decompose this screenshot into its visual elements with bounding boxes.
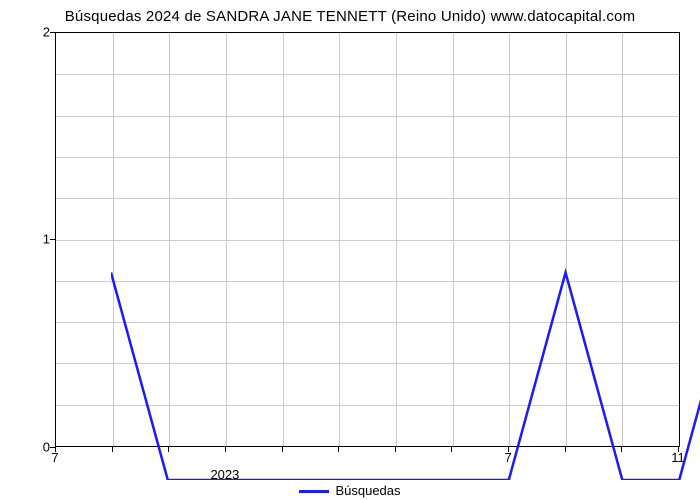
ytick	[50, 239, 55, 240]
legend-swatch	[299, 490, 329, 493]
grid-v	[283, 33, 284, 446]
xtick-sublabel: 2023	[210, 467, 239, 482]
ytick-label-2: 2	[10, 25, 50, 40]
xtick-label: 7	[504, 450, 511, 465]
grid-v	[339, 33, 340, 446]
xtick	[621, 447, 622, 452]
chart-container: Búsquedas 2024 de SANDRA JANE TENNETT (R…	[0, 0, 700, 500]
grid-h	[56, 363, 679, 364]
chart-title: Búsquedas 2024 de SANDRA JANE TENNETT (R…	[0, 8, 700, 25]
xtick	[112, 447, 113, 452]
grid-v	[453, 33, 454, 446]
grid-v	[169, 33, 170, 446]
grid-h	[56, 116, 679, 117]
xtick-label: 11	[671, 450, 685, 465]
grid-h	[56, 198, 679, 199]
xtick	[168, 447, 169, 452]
legend: Búsquedas	[0, 483, 700, 498]
grid-v	[509, 33, 510, 446]
grid-v	[622, 33, 623, 446]
line-series	[111, 65, 700, 480]
xtick	[225, 447, 226, 452]
grid-v	[396, 33, 397, 446]
ytick-label-0: 0	[10, 440, 50, 455]
grid-h	[56, 74, 679, 75]
xtick	[338, 447, 339, 452]
legend-label: Búsquedas	[335, 483, 400, 498]
plot-area	[55, 32, 680, 447]
grid-v	[113, 33, 114, 446]
grid-h	[56, 281, 679, 282]
ytick-label-1: 1	[10, 232, 50, 247]
xtick	[282, 447, 283, 452]
grid-h	[56, 405, 679, 406]
grid-h	[56, 157, 679, 158]
grid-h	[56, 322, 679, 323]
grid-h	[56, 240, 679, 241]
xtick-label: 7	[51, 450, 58, 465]
xtick	[395, 447, 396, 452]
xtick	[451, 447, 452, 452]
xtick	[565, 447, 566, 452]
grid-v	[226, 33, 227, 446]
ytick	[50, 32, 55, 33]
grid-v	[566, 33, 567, 446]
